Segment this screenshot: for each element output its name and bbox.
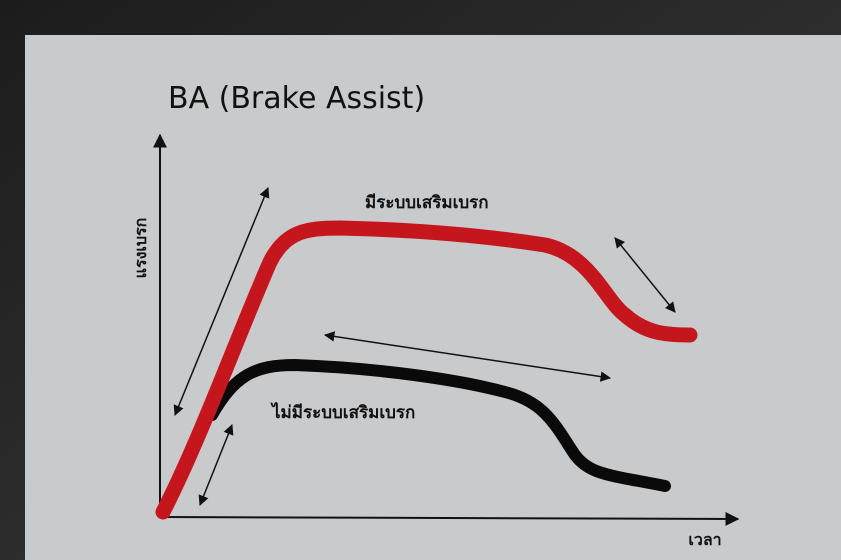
curve-label: ไม่มีระบบเสริมเบรก <box>270 402 415 423</box>
diagram: BA (Brake Assist) แรงเบรก เวลา มีระบบเสร… <box>0 0 841 560</box>
panel <box>25 35 841 560</box>
curve-label: มีระบบเสริมเบรก <box>365 192 489 213</box>
page: BA (Brake Assist) แรงเบรก เวลา มีระบบเสร… <box>0 0 841 560</box>
y-axis-label: แรงเบรก <box>131 218 150 279</box>
x-axis-label: เวลา <box>688 530 721 549</box>
title: BA (Brake Assist) <box>168 81 425 116</box>
